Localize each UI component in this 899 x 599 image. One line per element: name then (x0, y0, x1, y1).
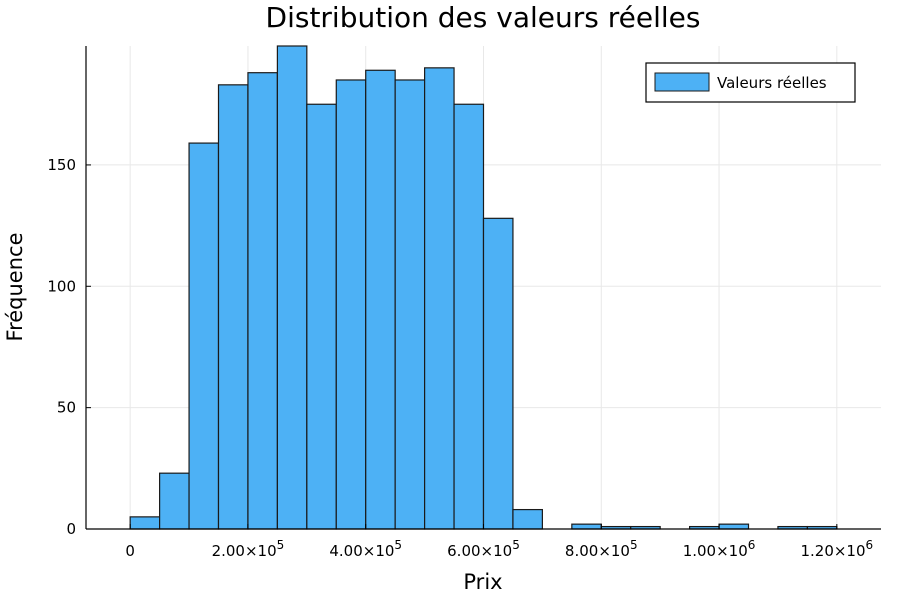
x-tick-label: 2.00×105 (212, 538, 285, 560)
legend: Valeurs réelles (645, 62, 856, 103)
x-tick-label: 6.00×105 (447, 538, 520, 560)
x-tick-label: 1.20×106 (800, 538, 873, 560)
tick-labels: 0 2.00×105 4.00×105 6.00×105 8.00×105 1.00×10… (47, 156, 873, 560)
x-tick-label: 1.00×106 (683, 538, 756, 560)
axes (85, 46, 881, 530)
histogram-bar (247, 72, 278, 530)
x-tick-label: 0 (125, 542, 135, 560)
histogram-bar (159, 472, 190, 530)
histogram-bar (188, 142, 220, 530)
histogram-bar (394, 79, 426, 530)
histogram-bar (217, 84, 249, 530)
histogram-bars (129, 45, 838, 530)
histogram-bar (276, 45, 308, 530)
histogram-bar (424, 67, 455, 530)
histogram-bar (718, 523, 750, 530)
y-tick-label: 0 (66, 520, 76, 538)
histogram-bar (453, 103, 485, 530)
histogram-bar (129, 516, 161, 530)
y-tick-label: 50 (57, 399, 76, 417)
histogram-bar (335, 79, 367, 530)
histogram-bar (306, 103, 337, 530)
chart-title: Distribution des valeurs réelles (266, 1, 701, 34)
histogram-bar (365, 69, 396, 530)
histogram-bar (482, 217, 514, 530)
y-tick-label: 100 (47, 277, 76, 295)
x-tick-label: 8.00×105 (565, 538, 638, 560)
x-tick-label: 4.00×105 (329, 538, 402, 560)
histogram-bar (512, 508, 543, 530)
legend-swatch (654, 72, 710, 92)
x-axis-label: Prix (463, 570, 502, 594)
histogram-bar (571, 523, 602, 530)
y-tick-label: 150 (47, 156, 76, 174)
y-axis-label: Fréquence (3, 233, 27, 342)
legend-label: Valeurs réelles (717, 74, 827, 92)
